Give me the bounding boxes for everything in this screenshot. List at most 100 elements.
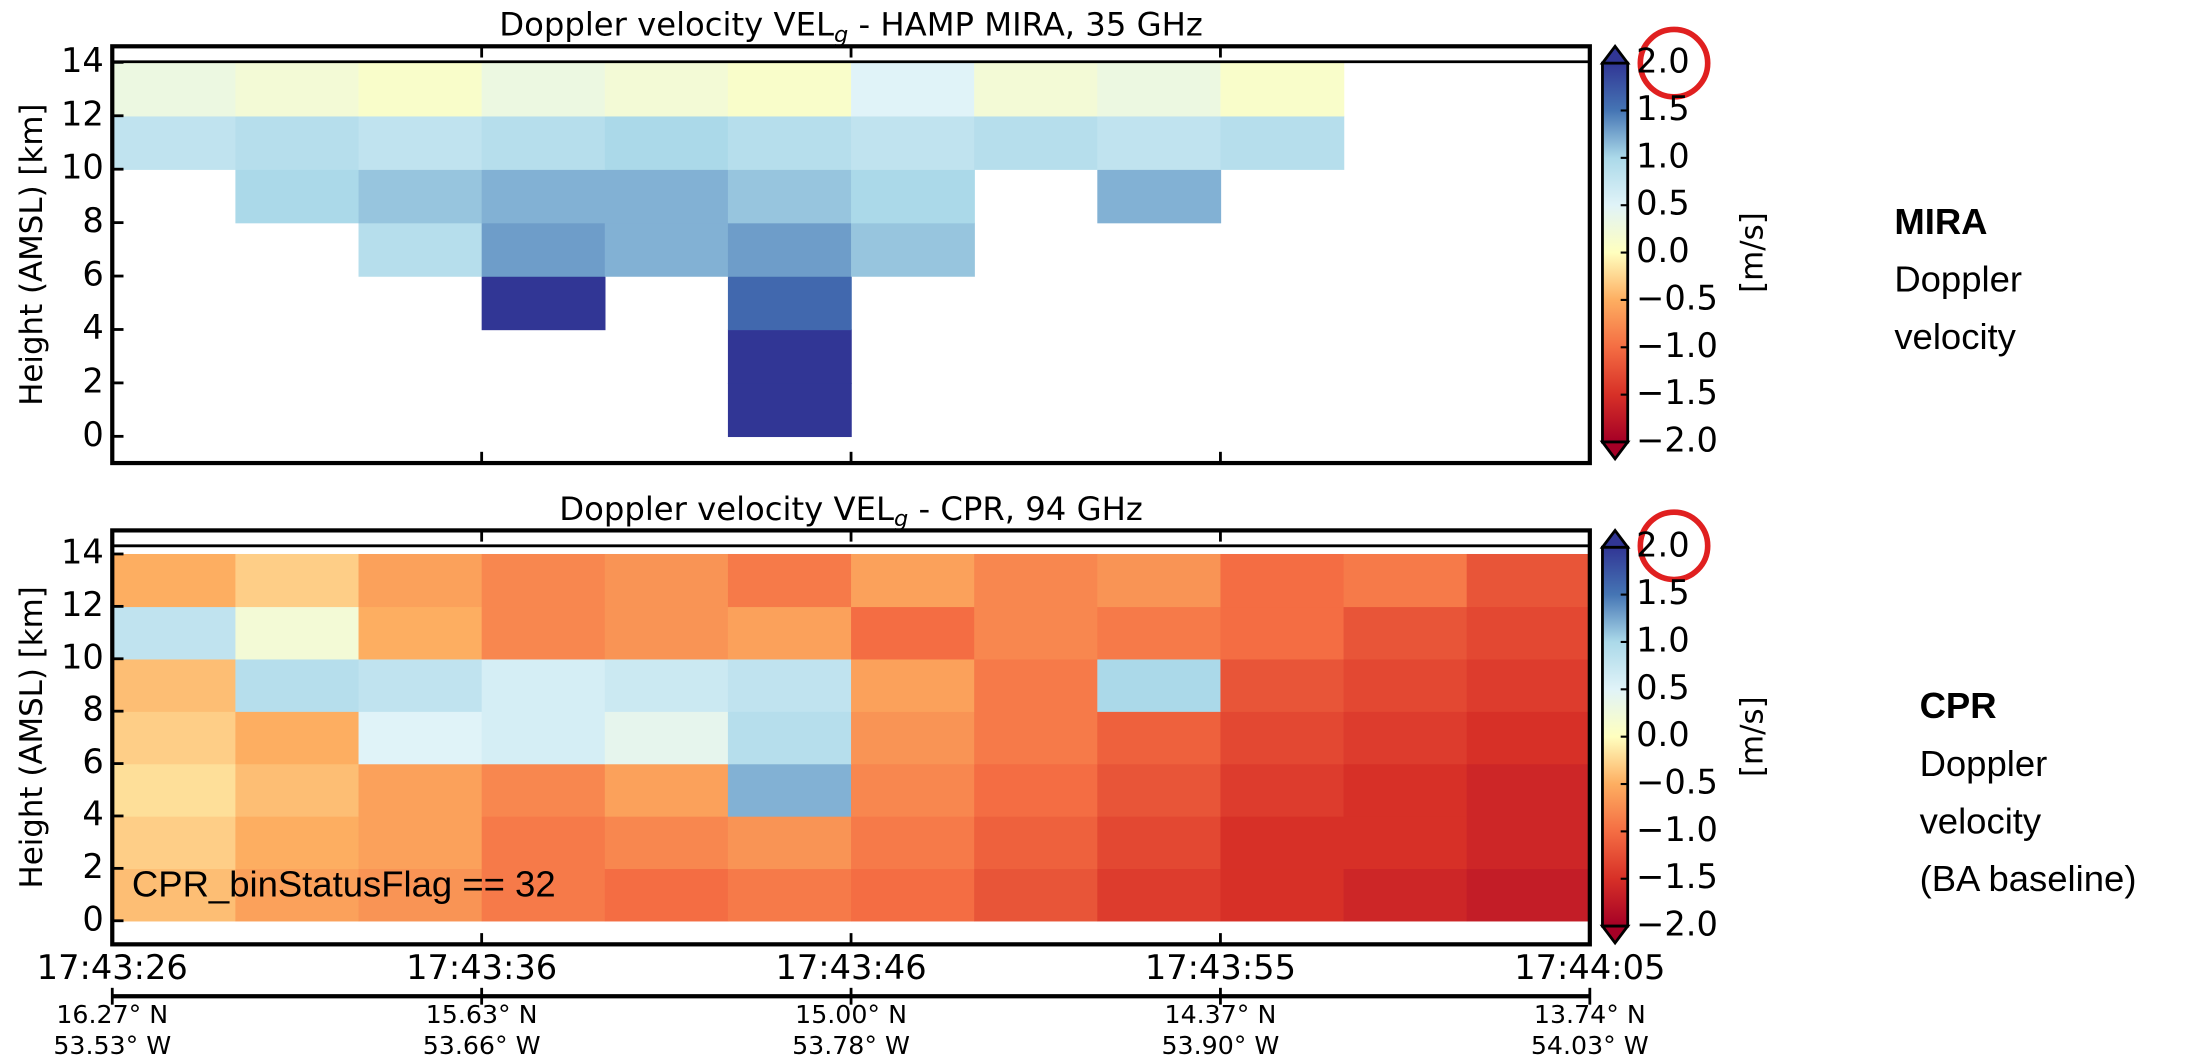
y-axis-label: Height (AMSL) [km] bbox=[14, 586, 50, 888]
heatmap-cell bbox=[358, 711, 483, 765]
title-rest: - HAMP MIRA, 35 GHz bbox=[848, 6, 1203, 44]
heatmap-cell bbox=[851, 658, 975, 712]
x-tick-label: 17:43:36 bbox=[406, 948, 557, 987]
heatmap-cell bbox=[1097, 658, 1222, 712]
heatmap-cell bbox=[1097, 169, 1222, 224]
heatmap-cell bbox=[851, 606, 975, 660]
heatmap-cell bbox=[481, 222, 606, 277]
colorbar-tick-label: 2.0 bbox=[1636, 526, 1690, 565]
chart-title: Doppler velocity VELg - CPR, 94 GHz bbox=[559, 490, 1143, 532]
heatmap-cell bbox=[1343, 711, 1468, 765]
side-label: Doppler bbox=[1894, 259, 2022, 300]
annotation: CPR_binStatusFlag == 32 bbox=[132, 863, 556, 904]
x-tick-label: 17:43:55 bbox=[1145, 948, 1296, 987]
colorbar-tick-label: 2.0 bbox=[1636, 42, 1690, 81]
y-tick-label: 2 bbox=[82, 361, 103, 400]
heatmap-cell bbox=[358, 815, 483, 870]
heatmap-cell bbox=[1097, 553, 1222, 608]
heatmap-cell bbox=[974, 868, 1099, 922]
y-tick-label: 14 bbox=[61, 41, 104, 80]
x-tick-lat: 16.27° N bbox=[56, 1000, 168, 1029]
heatmap-cell bbox=[727, 606, 852, 660]
heatmap-cell bbox=[235, 115, 360, 170]
heatmap-cell bbox=[1466, 711, 1591, 765]
heatmap-cell bbox=[1097, 62, 1222, 117]
heatmap-cell bbox=[112, 658, 237, 712]
heatmap-cell bbox=[974, 711, 1099, 765]
heatmap-cell bbox=[1220, 711, 1345, 765]
heatmap-cell bbox=[851, 62, 975, 117]
y-tick-label: 14 bbox=[61, 532, 104, 571]
heatmap-cell bbox=[727, 711, 852, 765]
colorbar-tick-label: 0.5 bbox=[1636, 668, 1690, 707]
heatmap-cell bbox=[727, 115, 852, 170]
colorbar-tick-label: 0.0 bbox=[1636, 231, 1690, 270]
heatmap-cell bbox=[235, 815, 360, 870]
chart-title: Doppler velocity VELg - HAMP MIRA, 35 GH… bbox=[499, 6, 1203, 48]
heatmap-cell bbox=[358, 115, 483, 170]
heatmap-cell bbox=[727, 868, 852, 922]
heatmap-cell bbox=[851, 553, 975, 608]
heatmap-cell bbox=[112, 763, 237, 817]
heatmap-cell bbox=[1220, 763, 1345, 817]
heatmap-cell bbox=[727, 222, 852, 277]
colorbar-tick-label: −2.0 bbox=[1636, 905, 1718, 944]
heatmap-cell bbox=[112, 553, 237, 608]
heatmap-cell bbox=[851, 115, 975, 170]
heatmap-cell bbox=[1097, 868, 1222, 922]
y-tick-label: 12 bbox=[61, 94, 104, 133]
heatmap-cell bbox=[974, 553, 1099, 608]
heatmap-cell bbox=[358, 763, 483, 817]
heatmap-cell bbox=[851, 815, 975, 870]
title-text: Doppler velocity VEL bbox=[559, 490, 894, 528]
x-tick-lat: 14.37° N bbox=[1165, 1000, 1277, 1029]
heatmap-cell bbox=[727, 169, 852, 224]
heatmap-cell bbox=[358, 658, 483, 712]
y-tick-label: 12 bbox=[61, 585, 104, 624]
colorbar-tick-label: 1.0 bbox=[1636, 136, 1690, 175]
heatmap-cell bbox=[481, 763, 606, 817]
heatmap-cell bbox=[604, 868, 729, 922]
x-tick-label: 17:43:26 bbox=[37, 948, 188, 987]
heatmap-cell bbox=[481, 658, 606, 712]
heatmap-cell bbox=[604, 169, 729, 224]
heatmap-cell bbox=[481, 169, 606, 224]
colorbar-tick-label: −1.0 bbox=[1636, 326, 1718, 365]
heatmap-cell bbox=[727, 382, 852, 438]
heatmap-cell bbox=[1466, 553, 1591, 608]
heatmap-cell bbox=[235, 658, 360, 712]
y-tick-label: 6 bbox=[82, 255, 103, 294]
heatmap-cell bbox=[727, 763, 852, 817]
colorbar-tick-label: 0.0 bbox=[1636, 715, 1690, 754]
heatmap-cell bbox=[358, 868, 483, 922]
heatmap-cell bbox=[358, 222, 483, 277]
x-tick-lon: 54.03° W bbox=[1531, 1031, 1649, 1058]
heatmap-cell bbox=[1343, 658, 1468, 712]
title-rest: - CPR, 94 GHz bbox=[908, 490, 1143, 528]
title-text: Doppler velocity VEL bbox=[499, 6, 834, 44]
heatmap-cell bbox=[1097, 606, 1222, 660]
heatmap-cell bbox=[481, 62, 606, 117]
x-tick-label: 17:44:05 bbox=[1514, 948, 1665, 987]
side-label: (BA baseline) bbox=[1920, 858, 2137, 899]
heatmap-cell bbox=[1097, 763, 1222, 817]
heatmap-cell bbox=[112, 115, 237, 170]
heatmap-cell bbox=[1097, 115, 1222, 170]
heatmap-cell bbox=[974, 815, 1099, 870]
side-label: velocity bbox=[1920, 800, 2042, 841]
x-tick-lat: 15.00° N bbox=[795, 1000, 907, 1029]
heatmap-cell bbox=[1343, 763, 1468, 817]
heatmap-cell bbox=[1466, 815, 1591, 870]
heatmap-cell bbox=[727, 62, 852, 117]
y-tick-label: 4 bbox=[82, 794, 103, 833]
heatmap-cell bbox=[1220, 553, 1345, 608]
colorbar-tick-label: −0.5 bbox=[1636, 278, 1718, 317]
heatmap-cell bbox=[481, 606, 606, 660]
heatmap-cell bbox=[1220, 62, 1345, 117]
heatmap-cell bbox=[1343, 868, 1468, 922]
heatmap-cell bbox=[358, 553, 483, 608]
heatmap-cell bbox=[851, 711, 975, 765]
colorbar-tick-label: −1.5 bbox=[1636, 857, 1718, 896]
colorbar-tick-label: −1.0 bbox=[1636, 810, 1718, 849]
